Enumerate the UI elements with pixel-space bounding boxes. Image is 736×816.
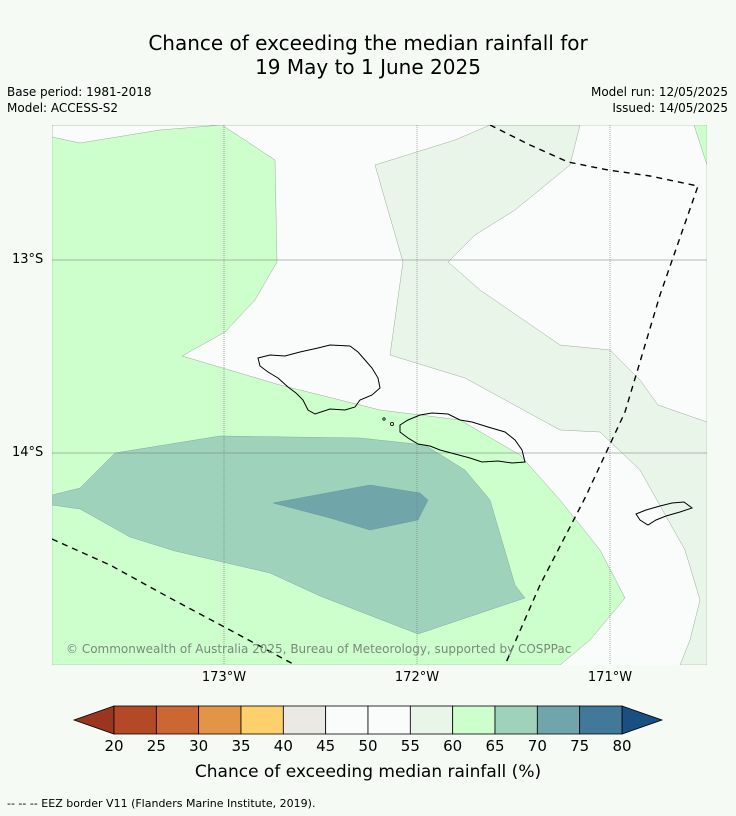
colorbar-segment — [240, 705, 284, 735]
title-line-2: 19 May to 1 June 2025 — [255, 55, 481, 79]
colorbar-tick-label: 45 — [316, 737, 336, 755]
colorbar-label: Chance of exceeding median rainfall (%) — [194, 762, 542, 782]
footnote: -- -- -- EEZ border V11 (Flanders Marine… — [7, 797, 316, 810]
colorbar-segment — [325, 705, 369, 735]
lat-label-13s: 13°S — [12, 252, 44, 267]
colorbar-segment — [282, 705, 327, 735]
lat-label-14s: 14°S — [12, 445, 44, 460]
colorbar-segment — [409, 705, 454, 735]
colorbar-tick-label: 70 — [527, 737, 547, 755]
region-65-70 — [52, 435, 526, 635]
apolima-island — [389, 421, 394, 426]
upolu-island — [399, 412, 526, 464]
colorbar-tick-label: 80 — [612, 737, 632, 755]
region-70-75 — [272, 484, 429, 531]
chart-title: Chance of exceeding the median rainfall … — [0, 31, 736, 79]
colorbar-segment — [155, 705, 200, 735]
colorbar-tick-label: 75 — [570, 737, 590, 755]
model-name: Model: ACCESS-S2 — [7, 101, 119, 115]
colorbar-tick-label: 20 — [104, 737, 124, 755]
colorbar-segment — [198, 705, 242, 735]
colorbar-tick-label: 35 — [231, 737, 251, 755]
meta-left: Base period: 1981-2018 Model: ACCESS-S2 — [7, 84, 152, 116]
savaii-island — [257, 344, 381, 415]
colorbar-segment — [579, 705, 623, 735]
manono-island — [382, 417, 386, 421]
model-run: Model run: 12/05/2025 — [590, 85, 728, 99]
title-line-1: Chance of exceeding the median rainfall … — [148, 31, 588, 55]
colorbar-segment — [113, 705, 157, 735]
colorbar-tick-label: 50 — [358, 737, 378, 755]
colorbar-tick-label: 40 — [273, 737, 293, 755]
issued-date: Issued: 14/05/2025 — [612, 101, 728, 115]
lon-label-171w: 171°W — [587, 670, 633, 685]
colorbar-low-extension — [72, 705, 115, 735]
eez-border-north — [489, 125, 699, 665]
base-period: Base period: 1981-2018 — [7, 85, 152, 99]
eez-border-southwest — [52, 538, 296, 665]
copyright-text: © Commonwealth of Australia 2025, Bureau… — [66, 642, 571, 656]
colorbar-tick-label: 65 — [485, 737, 505, 755]
colorbar — [72, 705, 664, 735]
colorbar-segment — [536, 705, 581, 735]
colorbar-segment — [494, 705, 538, 735]
meta-right: Model run: 12/05/2025 Issued: 14/05/2025 — [591, 84, 728, 116]
colorbar-high-extension — [621, 705, 664, 735]
region-60-65-topright — [693, 125, 707, 166]
region-50-55-inner — [447, 125, 707, 423]
lon-label-173w: 173°W — [201, 670, 247, 685]
colorbar-tick-label: 60 — [443, 737, 463, 755]
colorbar-segment — [367, 705, 411, 735]
colorbar-segment — [452, 705, 496, 735]
colorbar-tick-label: 55 — [400, 737, 420, 755]
tutuila-island — [635, 501, 694, 526]
colorbar-tick-label: 25 — [146, 737, 166, 755]
lon-label-172w: 172°W — [394, 670, 440, 685]
colorbar-tick-label: 30 — [189, 737, 209, 755]
map-area: © Commonwealth of Australia 2025, Bureau… — [52, 125, 707, 665]
